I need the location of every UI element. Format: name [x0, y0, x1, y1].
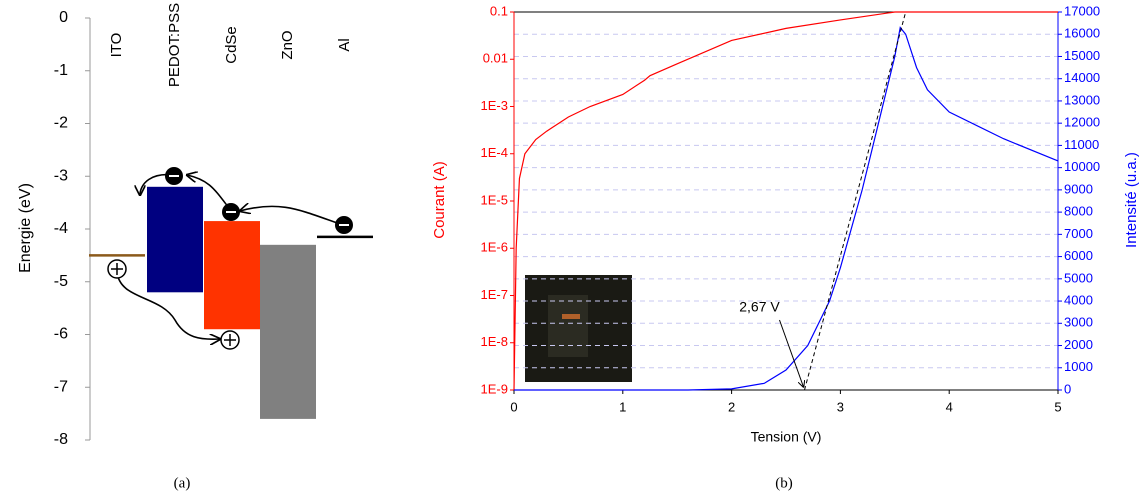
band: [260, 244, 316, 419]
x-tick-label: 5: [1054, 399, 1061, 414]
y-tick-label: 1E-9: [481, 381, 508, 396]
category-label: ITO: [108, 33, 125, 58]
y-tick-label: 0.01: [483, 51, 508, 66]
y2-tick-label: 6000: [1064, 248, 1093, 263]
y-tick-label: -7: [54, 378, 68, 395]
x-tick-label: 1: [619, 399, 626, 414]
category-label: CdSe: [223, 26, 240, 64]
y2-axis-label: Intensité (u.a.): [1123, 152, 1140, 248]
tangent-line: [804, 11, 907, 391]
x-tick-label: 3: [837, 399, 844, 414]
y-tick-label: 1E-7: [481, 287, 508, 302]
y-tick-label: 1E-8: [481, 334, 508, 349]
y2-tick-label: 12000: [1064, 115, 1100, 130]
y2-tick-label: 11000: [1064, 137, 1099, 152]
annotation-arrow: [779, 319, 803, 387]
y-tick-label: 1E-6: [481, 240, 508, 255]
y2-tick-label: 9000: [1064, 181, 1093, 196]
caption: (a): [174, 475, 191, 491]
y2-tick-label: 3000: [1064, 315, 1093, 330]
y-tick-label: -2: [54, 115, 68, 132]
y-axis-label: Energie (eV): [17, 183, 34, 273]
x-axis-label: Tension (V): [751, 429, 822, 445]
y2-tick-label: 13000: [1064, 92, 1100, 107]
series-line: [513, 11, 1058, 391]
y-tick-label: -4: [54, 220, 68, 237]
category-label: PEDOT:PSS: [166, 3, 183, 87]
y-tick-label: -3: [54, 167, 68, 184]
hole-sign: [224, 334, 236, 346]
inset-photo-detail: [548, 295, 588, 357]
x-tick-label: 0: [510, 399, 517, 414]
y2-tick-label: 10000: [1064, 159, 1100, 174]
y-tick-label: 1E-4: [481, 145, 508, 160]
y2-tick-label: 4000: [1064, 292, 1093, 307]
y2-tick-label: 5000: [1064, 270, 1093, 285]
y2-tick-label: 17000: [1064, 3, 1100, 18]
y2-tick-label: 1000: [1064, 359, 1093, 374]
y-tick-label: -1: [54, 62, 68, 79]
caption: (b): [775, 475, 793, 491]
y2-tick-label: 7000: [1064, 226, 1093, 241]
y2-tick-label: 8000: [1064, 204, 1093, 219]
y-tick-label: 0.1: [490, 3, 508, 18]
inset-photo-detail: [562, 314, 580, 319]
y2-tick-label: 16000: [1064, 26, 1100, 41]
x-tick-label: 4: [946, 399, 953, 414]
y2-tick-label: 2000: [1064, 337, 1093, 352]
category-label: ZnO: [279, 30, 296, 59]
y-tick-label: 0: [59, 9, 68, 26]
carriers: [107, 167, 353, 350]
y-tick-label: 1E-3: [481, 98, 508, 113]
series-line: [514, 26, 1059, 391]
y2-tick-label: 14000: [1064, 70, 1100, 85]
y-tick-label: 1E-5: [481, 192, 508, 207]
x-tick-label: 2: [728, 399, 735, 414]
y-tick-label: -6: [54, 326, 68, 343]
y-axis-label: Courant (A): [431, 161, 448, 239]
y-tick-label: -5: [54, 273, 68, 290]
hole-sign: [111, 263, 123, 275]
arrow: [240, 206, 341, 225]
band: [147, 186, 203, 293]
arrow: [116, 271, 220, 339]
category-label: Al: [336, 38, 353, 51]
y-tick-label: -8: [54, 431, 68, 448]
band: [204, 221, 260, 330]
y2-tick-label: 0: [1064, 381, 1071, 396]
y2-tick-label: 15000: [1064, 48, 1100, 63]
annotation: 2,67 V: [739, 299, 780, 315]
